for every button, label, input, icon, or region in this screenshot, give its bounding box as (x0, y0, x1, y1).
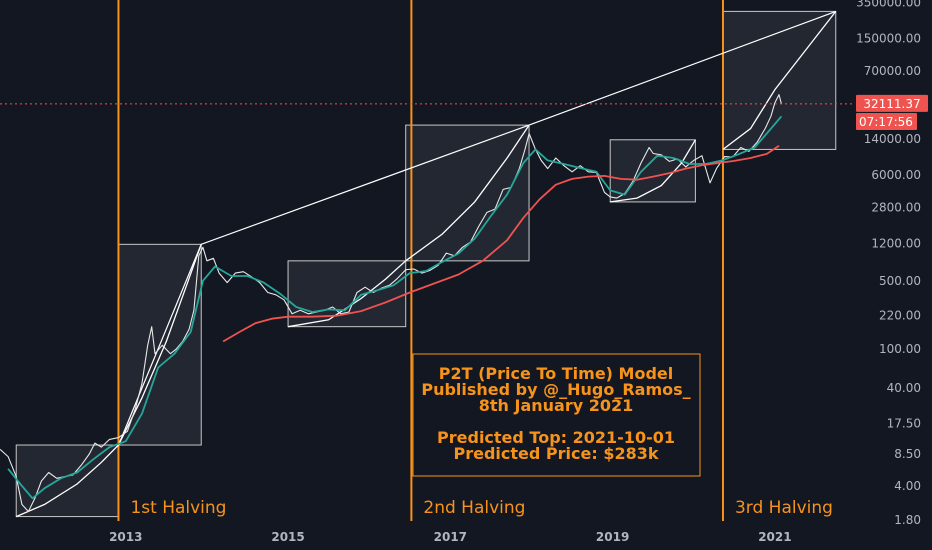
y-tick-label-13: 4.00 (894, 479, 921, 493)
cycle-box-5 (609, 139, 696, 203)
halving-label-3: 3rd Halving (735, 498, 833, 518)
y-tick-label-9: 100.00 (879, 342, 921, 356)
y-tick-label-4: 6000.00 (871, 168, 921, 182)
annotation-box: P2T (Price To Time) Model Published by @… (412, 353, 701, 477)
countdown-tag-value: 07:17:56 (859, 115, 913, 129)
annotation-line-2: Published by @_Hugo_Ramos_ (421, 380, 690, 399)
cycle-box-4 (405, 124, 530, 262)
y-tick-label-12: 8.50 (894, 447, 921, 461)
y-tick-label-14: 1.80 (894, 513, 921, 527)
y-tick-label-2: 70000.00 (864, 64, 921, 78)
trend-polyline (117, 10, 837, 446)
price-series (0, 94, 783, 513)
y-tick-label-11: 17.50 (887, 416, 921, 430)
y-axis: 350000.00 150000.00 70000.00 14000.00 6000.0… (856, 0, 921, 527)
x-tick-label-2: 2017 (434, 530, 467, 544)
cycle-box-1 (15, 444, 119, 518)
y-tick-label-5: 2800.00 (871, 201, 921, 215)
halving-label-2: 2nd Halving (423, 498, 525, 518)
model-curve-6 (722, 11, 837, 150)
cycle-box-3 (287, 260, 407, 328)
annotation-line-3: 8th January 2021 (479, 396, 634, 415)
y-tick-label-8: 220.00 (879, 309, 921, 323)
cycle-boxes (15, 10, 837, 518)
model-curve-1 (15, 444, 119, 518)
countdown-tag-box (856, 113, 917, 130)
halving-label-1: 1st Halving (130, 498, 226, 518)
halving-lines (117, 0, 724, 521)
annotation-line-6: Predicted Price: $283k (454, 444, 659, 463)
y-tick-label-6: 1200.00 (871, 237, 921, 251)
x-tick-label-1: 2015 (271, 530, 304, 544)
price-line (0, 94, 782, 513)
x-tick-label-0: 2013 (109, 530, 142, 544)
y-tick-label-7: 500.00 (879, 274, 921, 288)
cycle-box-6 (722, 10, 837, 150)
x-axis: 2013 2015 2017 2019 2021 (109, 530, 792, 544)
y-tick-label-0: 350000.00 (856, 0, 921, 9)
peak-trend-line (117, 10, 837, 446)
slow-moving-average (222, 144, 780, 343)
price-tag-value: 32111.37 (863, 97, 920, 111)
model-curve-4 (405, 124, 530, 262)
price-tag-box (856, 94, 928, 112)
current-price-tag: 32111.37 07:17:56 (856, 94, 928, 130)
y-tick-label-10: 40.00 (887, 381, 921, 395)
y-tick-label-1: 150000.00 (856, 31, 921, 45)
annotation-frame (412, 353, 701, 477)
model-curve-3 (287, 260, 407, 328)
annotation-line-1: P2T (Price To Time) Model (439, 364, 674, 383)
fast-moving-average (7, 115, 783, 500)
x-tick-label-4: 2021 (758, 530, 791, 544)
annotation-line-5: Predicted Top: 2021-10-01 (437, 428, 675, 447)
model-curve-5 (610, 139, 696, 203)
halving-labels: 1st Halving 2nd Halving 3rd Halving (130, 498, 832, 518)
y-tick-label-3: 14000.00 (864, 132, 921, 146)
x-tick-label-3: 2019 (596, 530, 629, 544)
